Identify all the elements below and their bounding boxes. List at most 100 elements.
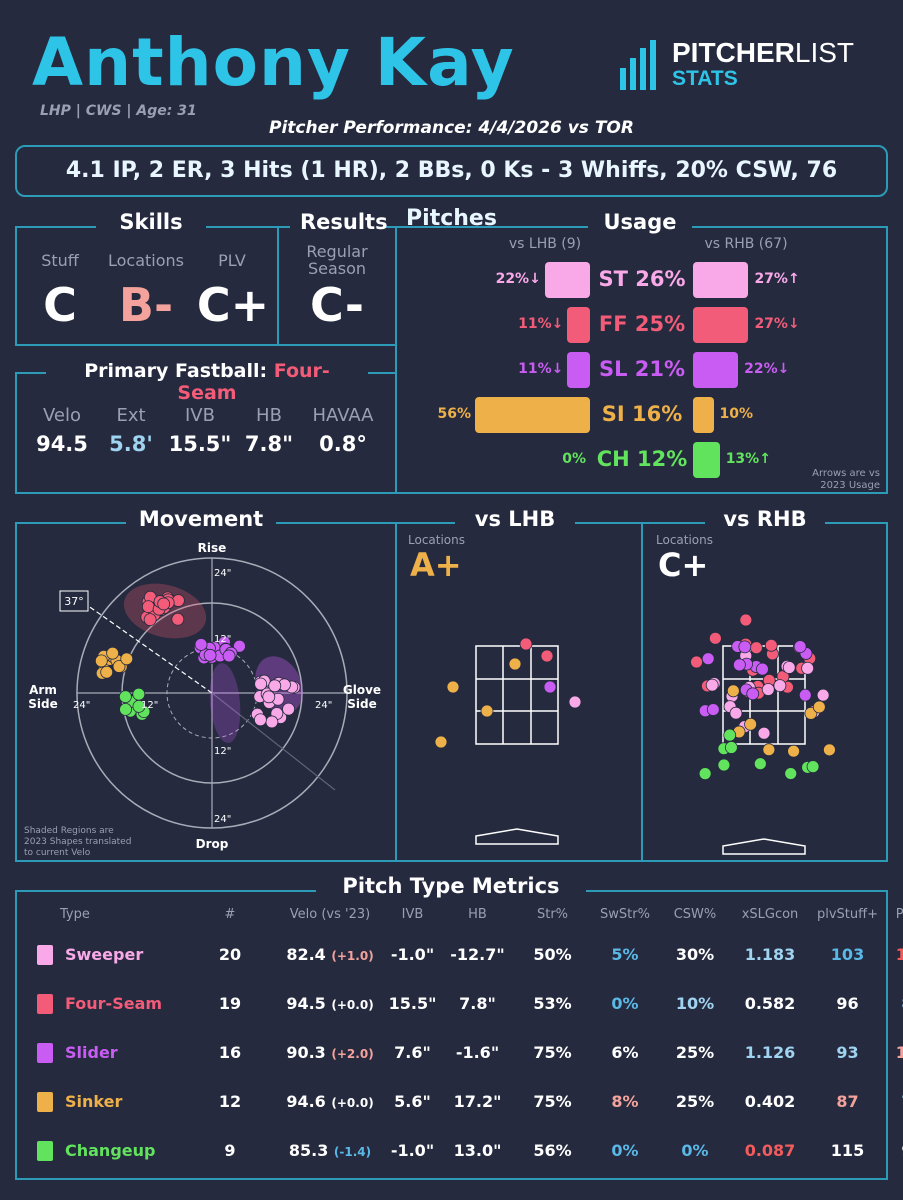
usage-row: 22%↓ ST 26% 27%↑ (400, 260, 880, 300)
pitch-dot (782, 661, 796, 674)
pitch-dot (787, 744, 800, 758)
fastball-title: Primary Fastball: Four-Seam (46, 360, 368, 404)
pitch-dot (708, 631, 722, 645)
usage-rhb-bar (693, 442, 720, 478)
usage-lhb-bar (475, 397, 590, 433)
skills-title: Skills (96, 210, 206, 234)
pitch-plvstuff: 96 (836, 994, 859, 1013)
metrics-header-cell: CSW% (673, 907, 717, 922)
pitch-csw: 30% (675, 945, 715, 964)
pitch-dot (112, 660, 126, 673)
pitch-dot (157, 597, 171, 611)
metrics-header-cell: Velo (vs '23) (289, 907, 371, 922)
pitch-dot (282, 702, 295, 716)
pitch-dot (724, 741, 738, 754)
pitch-dot (120, 652, 134, 666)
metrics-row: Slider 16 90.3 (+2.0) 7.6" -1.6" 75% 6% … (25, 1039, 903, 1069)
vs-lhb-label: Locations (408, 533, 466, 547)
skill-label: Locations (107, 251, 184, 270)
usage-lhb-bar (544, 262, 590, 298)
pitch-xslgcon: 0.087 (744, 1141, 796, 1160)
usage-rhb-pct: 10% (719, 406, 754, 422)
vs-rhb-location-chart (690, 613, 836, 855)
pitch-ivb: -1.0" (390, 1141, 435, 1160)
pitch-dot (753, 757, 767, 771)
pitch-dot (801, 661, 815, 675)
vs-lhb-grade: A+ (410, 546, 462, 584)
usage-lhb-pct: 22%↓ (495, 271, 541, 287)
usage-note: Arrows are vs 2023 Usage (812, 468, 880, 491)
arm-side-label: Side (28, 697, 57, 711)
usage-rhb-bar (693, 262, 749, 298)
pitch-dot (233, 639, 246, 653)
pitch-plvstuff: 103 (830, 945, 865, 964)
pitch-dot (268, 679, 282, 693)
pitch-dot (141, 600, 155, 614)
pitch-dot (540, 649, 554, 663)
pitch-hb: 13.0" (453, 1141, 502, 1160)
pitch-dot (143, 613, 157, 627)
vs-lhb-title: vs LHB (455, 507, 575, 531)
pitch-plv: 123 (895, 945, 903, 964)
pitch-dot (262, 690, 276, 704)
pitch-plvstuff: 115 (830, 1141, 865, 1160)
usage-type: FF 25% (598, 312, 686, 336)
ring-label: 24" (315, 700, 332, 711)
pitch-dot (773, 679, 787, 693)
pitch-dot (222, 649, 236, 663)
pitch-velo: 94.5 (+0.0) (286, 994, 374, 1013)
pitch-hb: -1.6" (455, 1043, 500, 1062)
pitch-count: 19 (218, 994, 242, 1013)
player-name: Anthony Kay (32, 24, 515, 101)
usage-type: SL 21% (598, 357, 686, 381)
fastball-metrics: Velo 94.5 Ext 5.8' IVB 15.5" HB 7.8" HAVAA 0.… (36, 405, 374, 456)
pitch-xslgcon: 0.582 (744, 994, 796, 1013)
pitch-dot (203, 648, 217, 662)
pitch-swstr: 0% (611, 1141, 639, 1160)
pitch-dot (764, 638, 778, 652)
pitch-dot (434, 735, 448, 749)
pitch-hb: 17.2" (453, 1092, 502, 1111)
pitch-velo: 90.3 (+2.0) (286, 1043, 374, 1062)
logo-wordmark: PITCHERLIST (672, 37, 855, 68)
metrics-title: Pitch Type Metrics (316, 874, 586, 898)
pitch-dot (119, 702, 132, 716)
ring-label: 24" (73, 700, 90, 711)
movement-chart: Rise Drop Arm Side Glove Side 24" 12" 12… (28, 541, 381, 851)
pitch-ivb: 15.5" (388, 994, 437, 1013)
pitch-count: 20 (218, 945, 242, 964)
pitch-dot (757, 726, 771, 740)
usage-row: 56% SI 16% 10% (400, 395, 880, 435)
metrics-row: Sinker 12 94.6 (+0.0) 5.6" 17.2" 75% 8% … (25, 1088, 903, 1118)
usage-rhb-bar (693, 307, 749, 343)
pitch-dot (746, 687, 760, 701)
pitch-plvstuff: 87 (836, 1092, 859, 1111)
skill-label: Stuff (41, 251, 79, 270)
results-title: Results (290, 210, 388, 234)
metrics-header-cell: # (224, 907, 236, 922)
skill-label: PLV (218, 251, 246, 270)
metrics-header-row: Type # Velo (vs '23) IVB HB Str% SwStr% CSW% xSL… (25, 905, 903, 929)
pitch-color-swatch (37, 1141, 53, 1161)
usage-row: 11%↓ FF 25% 27%↓ (400, 305, 880, 345)
pitch-dot (717, 758, 731, 772)
pitch-dot (729, 706, 743, 720)
pitch-xslgcon: 1.183 (744, 945, 796, 964)
pitch-dot (254, 677, 268, 691)
usage-rhb-pct: 27%↓ (754, 316, 800, 332)
arm-side-label: Arm (29, 683, 57, 697)
pitch-str: 56% (533, 1141, 572, 1160)
ring-label: 12" (214, 746, 231, 757)
pitch-xslgcon: 1.126 (744, 1043, 796, 1062)
movement-title: Movement (126, 507, 276, 531)
usage-rhb-pct: 22%↓ (744, 361, 790, 377)
divider (277, 226, 279, 346)
pitcherlist-logo-icon (620, 40, 656, 90)
usage-rows: 22%↓ ST 26% 27%↑ 11%↓ FF 25% 27%↓ 11%↓ S… (400, 260, 880, 490)
usage-type: ST 26% (598, 267, 686, 291)
arm-angle-label: 37° (64, 595, 84, 608)
pitch-name: Changeup (65, 1141, 156, 1160)
pitch-dot (761, 683, 775, 696)
pitch-dot (690, 655, 703, 669)
pitch-name: Sinker (65, 1092, 123, 1111)
